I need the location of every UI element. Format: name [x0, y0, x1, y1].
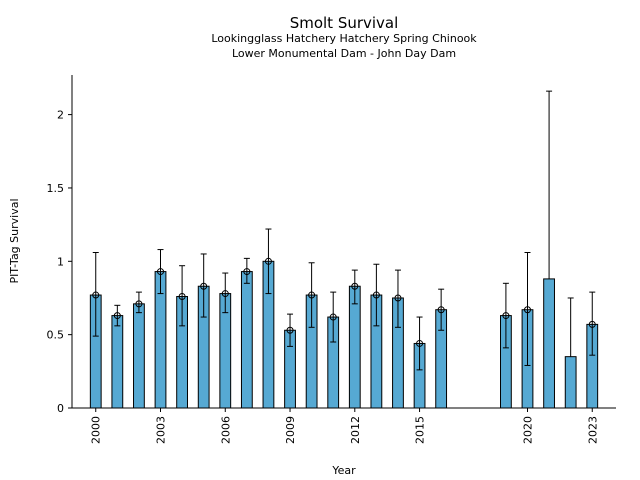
x-tick-label: 2015 — [414, 416, 427, 444]
point-marker-2002 — [135, 300, 143, 308]
chart-subtitle-line-1: Lookingglass Hatchery Hatchery Spring Ch… — [211, 32, 477, 45]
point-marker-2023 — [588, 320, 596, 328]
bar-2002 — [133, 303, 145, 409]
point-marker-2019 — [502, 312, 510, 320]
bar-2012 — [348, 285, 361, 409]
point-marker-2020 — [523, 306, 531, 314]
point-marker-2012 — [351, 282, 359, 290]
x-tick-label: 2006 — [219, 416, 232, 444]
x-tick-label: 2023 — [586, 416, 599, 444]
y-axis-ticks: 0 0.5 1 1.5 2 — [47, 109, 72, 415]
chart-title: Smolt Survival — [290, 14, 399, 32]
bar-2021 — [543, 278, 555, 409]
point-marker-2007 — [243, 268, 251, 276]
point-marker-2013 — [372, 291, 380, 299]
point-marker-2011 — [329, 313, 337, 321]
x-tick-label: 2020 — [521, 416, 534, 444]
bar-series — [89, 260, 599, 409]
x-tick-label: 2012 — [349, 416, 362, 444]
bar-2022 — [564, 356, 577, 409]
chart-subtitle-line-2: Lower Monumental Dam - John Day Dam — [232, 47, 456, 60]
y-tick-label: 0.5 — [47, 329, 65, 342]
y-tick-label: 2 — [57, 109, 64, 122]
point-marker-2015 — [416, 339, 424, 347]
point-marker-2000 — [92, 291, 100, 299]
error-bar-series — [92, 90, 596, 371]
x-tick-label: 2000 — [90, 416, 103, 444]
point-marker-2001 — [113, 312, 121, 320]
y-axis-label: PIT-Tag Survival — [8, 198, 21, 283]
y-tick-label: 1.5 — [47, 182, 65, 195]
bar-2001 — [111, 315, 124, 409]
point-marker-2004 — [178, 293, 186, 301]
point-marker-series — [92, 257, 596, 347]
point-marker-2014 — [394, 294, 402, 302]
point-marker-2009 — [286, 326, 294, 334]
point-marker-2016 — [437, 306, 445, 314]
x-tick-label: 2003 — [155, 416, 168, 444]
x-tick-label: 2009 — [284, 416, 297, 444]
point-marker-2008 — [264, 257, 272, 265]
point-marker-2006 — [221, 290, 229, 298]
y-tick-label: 1 — [57, 255, 64, 268]
bar-2007 — [240, 271, 253, 409]
point-marker-2010 — [308, 291, 316, 299]
x-axis-label: Year — [331, 464, 356, 477]
point-marker-2005 — [200, 282, 208, 290]
x-axis-ticks: 2000 2003 2006 2009 2012 2015 2020 2023 — [90, 408, 599, 444]
point-marker-2003 — [157, 268, 165, 276]
y-tick-label: 0 — [57, 402, 64, 415]
